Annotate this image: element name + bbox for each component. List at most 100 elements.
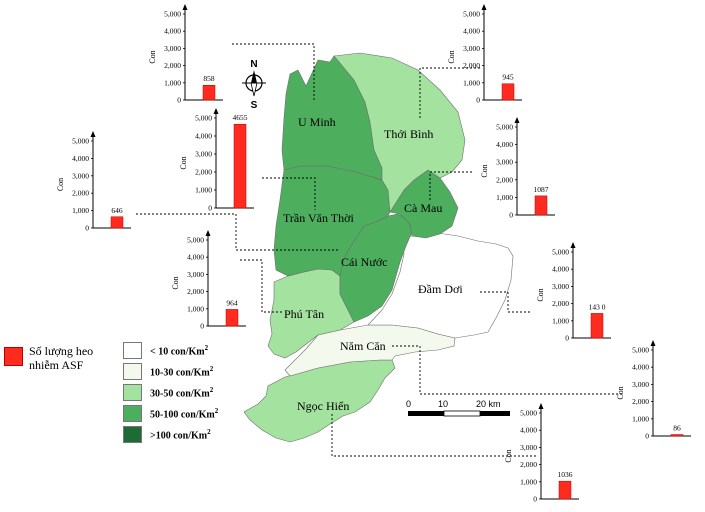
label-cai-nuoc: Cái Nước bbox=[341, 255, 388, 269]
north-arrow: N S bbox=[236, 58, 272, 111]
scale-segment-1 bbox=[408, 411, 444, 416]
chart-5: 0 1,000 2,000 3,000 4,000 5,000 Con 964 bbox=[171, 230, 246, 331]
chart-0-bar bbox=[202, 84, 216, 101]
leader-u-minh bbox=[232, 43, 315, 100]
chart-6-tick-label: 4,000 bbox=[552, 265, 569, 274]
chart-0-tick-label: 1,000 bbox=[164, 78, 181, 87]
chart-3-value-label: 1087 bbox=[534, 185, 549, 194]
chart-1-tick-label: 4,000 bbox=[463, 27, 480, 36]
chart-6-axis-arrow bbox=[570, 242, 576, 248]
chart-3: 0 1,000 2,000 3,000 4,000 5,000 Con 1087 bbox=[480, 117, 555, 220]
chart-3-tick-label: 0 bbox=[509, 211, 513, 220]
chart-0-axis-label: Con bbox=[148, 50, 157, 63]
asf-legend-label: Số lượng heo nhiễm ASF bbox=[29, 344, 94, 372]
density-label-50-100: 50-100 con/Km2 bbox=[150, 406, 219, 421]
chart-4-tick-label: 1,000 bbox=[72, 206, 89, 215]
chart-7-bar bbox=[670, 434, 684, 437]
scale-tick-10: 10 bbox=[438, 399, 448, 409]
chart-1: 0 1,000 2,000 3,000 4,000 5,000 Con 945 bbox=[447, 4, 522, 105]
chart-4-axis-arrow bbox=[90, 131, 96, 137]
chart-5-axis-arrow bbox=[205, 230, 211, 236]
chart-4-value-label: 646 bbox=[111, 206, 123, 215]
density-label-10-30: 10-30 con/Km2 bbox=[150, 364, 214, 379]
chart-1-axis-arrow bbox=[481, 4, 487, 10]
chart-6: 0 1,000 2,000 3,000 4,000 5,000 Con 143 0 bbox=[536, 242, 611, 343]
chart-7-tick-label: 5,000 bbox=[632, 346, 649, 355]
chart-6-tick-label: 0 bbox=[565, 334, 569, 343]
asf-swatch bbox=[4, 347, 23, 366]
chart-3-tick-label: 3,000 bbox=[496, 158, 513, 167]
leader-ca-mau bbox=[429, 171, 472, 200]
density-legend-row: >100 con/Km2 bbox=[123, 424, 218, 445]
chart-7-axis-label: Con bbox=[616, 386, 625, 399]
chart-3-axis-label: Con bbox=[480, 164, 489, 177]
density-legend: < 10 con/Km2 10-30 con/Km2 30-50 con/Km2… bbox=[123, 340, 218, 445]
chart-3-axis-arrow bbox=[514, 117, 520, 123]
label-ngoc-hien: Ngọc Hiển bbox=[297, 399, 349, 413]
chart-3-tick-label: 1,000 bbox=[496, 193, 513, 202]
chart-1-tick-label: 3,000 bbox=[463, 44, 480, 53]
chart-8-bar bbox=[558, 480, 572, 500]
label-nam-can: Năm Căn bbox=[340, 339, 386, 353]
chart-4-tick-label: 3,000 bbox=[72, 171, 89, 180]
chart-0-tick-label: 0 bbox=[177, 96, 181, 105]
chart-2-tick-label: 5,000 bbox=[195, 114, 212, 123]
label-ca-mau: Cà Mau bbox=[404, 201, 442, 215]
leader-cai-nuoc bbox=[136, 213, 340, 251]
chart-2-axis-label: Con bbox=[179, 156, 188, 169]
chart-2-bar bbox=[233, 123, 247, 209]
chart-7-axis-arrow bbox=[650, 340, 656, 346]
chart-8-tick-label: 3,000 bbox=[520, 443, 537, 452]
chart-1-axis-label: Con bbox=[447, 50, 456, 63]
density-legend-row: 50-100 con/Km2 bbox=[123, 403, 218, 424]
chart-1-value-label: 945 bbox=[502, 73, 514, 82]
density-swatch-10-30 bbox=[123, 363, 142, 380]
density-swatch-gt100 bbox=[123, 426, 142, 443]
chart-2-value-label: 4655 bbox=[233, 113, 248, 122]
chart-0-value-label: 858 bbox=[203, 74, 215, 83]
chart-5-bar bbox=[225, 309, 239, 327]
district-dam-doi bbox=[367, 232, 514, 339]
chart-4-bar bbox=[110, 216, 124, 229]
chart-5-tick-label: 1,000 bbox=[187, 304, 204, 313]
label-tran-van-thoi: Trần Văn Thời bbox=[283, 211, 354, 225]
north-label: N bbox=[250, 59, 257, 70]
chart-1-bar bbox=[501, 83, 515, 101]
leader-dam-doi bbox=[478, 291, 530, 313]
scale-segment-3 bbox=[480, 411, 510, 416]
density-label-gt100: >100 con/Km2 bbox=[150, 427, 211, 442]
chart-8-tick-label: 0 bbox=[533, 495, 537, 504]
chart-5-axis-label: Con bbox=[171, 276, 180, 289]
chart-4-tick-label: 2,000 bbox=[72, 189, 89, 198]
chart-6-bar bbox=[590, 313, 604, 339]
density-swatch-30-50 bbox=[123, 384, 142, 401]
chart-3-tick-label: 2,000 bbox=[496, 175, 513, 184]
chart-7-tick-label: 3,000 bbox=[632, 380, 649, 389]
chart-6-tick-label: 3,000 bbox=[552, 282, 569, 291]
chart-2-tick-label: 0 bbox=[208, 204, 212, 213]
chart-2-tick-label: 2,000 bbox=[195, 168, 212, 177]
chart-7-tick-label: 2,000 bbox=[632, 397, 649, 406]
chart-0-axis-arrow bbox=[182, 4, 188, 10]
chart-6-tick-label: 2,000 bbox=[552, 299, 569, 308]
label-thoi-binh: Thới Bình bbox=[384, 127, 433, 141]
chart-0-tick-label: 3,000 bbox=[164, 44, 181, 53]
chart-5-tick-label: 5,000 bbox=[187, 236, 204, 245]
chart-6-tick-label: 5,000 bbox=[552, 248, 569, 257]
chart-4-tick-label: 4,000 bbox=[72, 154, 89, 163]
chart-2-tick-label: 1,000 bbox=[195, 186, 212, 195]
leader-thoi-binh bbox=[419, 67, 480, 118]
chart-4-tick-label: 0 bbox=[85, 224, 89, 233]
chart-0: 0 1,000 2,000 3,000 4,000 5,000 Con 858 bbox=[148, 4, 223, 105]
chart-0-tick-label: 4,000 bbox=[164, 27, 181, 36]
chart-3-bar bbox=[534, 195, 548, 216]
district-polygons bbox=[243, 52, 514, 443]
density-label-30-50: 30-50 con/Km2 bbox=[150, 385, 214, 400]
chart-7-value-label: 86 bbox=[673, 424, 681, 433]
district-labels: U Minh Thới Bình Trần Văn Thời Cà Mau Cá… bbox=[283, 115, 463, 413]
chart-0-tick-label: 2,000 bbox=[164, 61, 181, 70]
leader-tran-van-thoi bbox=[262, 177, 316, 210]
chart-3-tick-label: 5,000 bbox=[496, 123, 513, 132]
chart-4-axis-label: Con bbox=[56, 178, 65, 191]
